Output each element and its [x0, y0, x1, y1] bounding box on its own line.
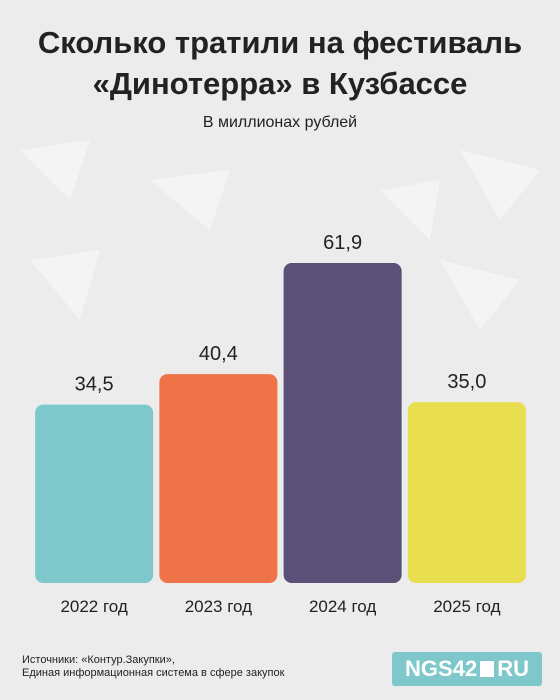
value-label: 34,5	[75, 374, 114, 396]
source-note: Источники: «Контур.Закупки», Единая инфо…	[22, 654, 285, 679]
value-label: 61,9	[323, 232, 362, 254]
logo-text: RU	[497, 656, 529, 681]
bar	[159, 374, 278, 583]
chart-subtitle: В миллионах рублей	[202, 114, 358, 131]
chart-title: Сколько тратили на фестиваль «Динотерра»…	[37, 25, 523, 101]
x-tick-label: 2023 год	[185, 597, 252, 616]
x-tick-label: 2022 год	[60, 597, 127, 616]
logo-text: NGS42	[405, 656, 478, 681]
x-tick-label: 2025 год	[433, 597, 500, 616]
bar	[283, 263, 402, 583]
background-shapes	[20, 140, 540, 330]
value-label: 40,4	[199, 343, 238, 365]
logo-separator	[480, 661, 495, 677]
value-label: 35,0	[447, 371, 486, 393]
logo: NGS42 RU	[392, 652, 542, 686]
bar	[35, 404, 154, 583]
bar	[407, 402, 526, 583]
x-tick-label: 2024 год	[309, 597, 376, 616]
